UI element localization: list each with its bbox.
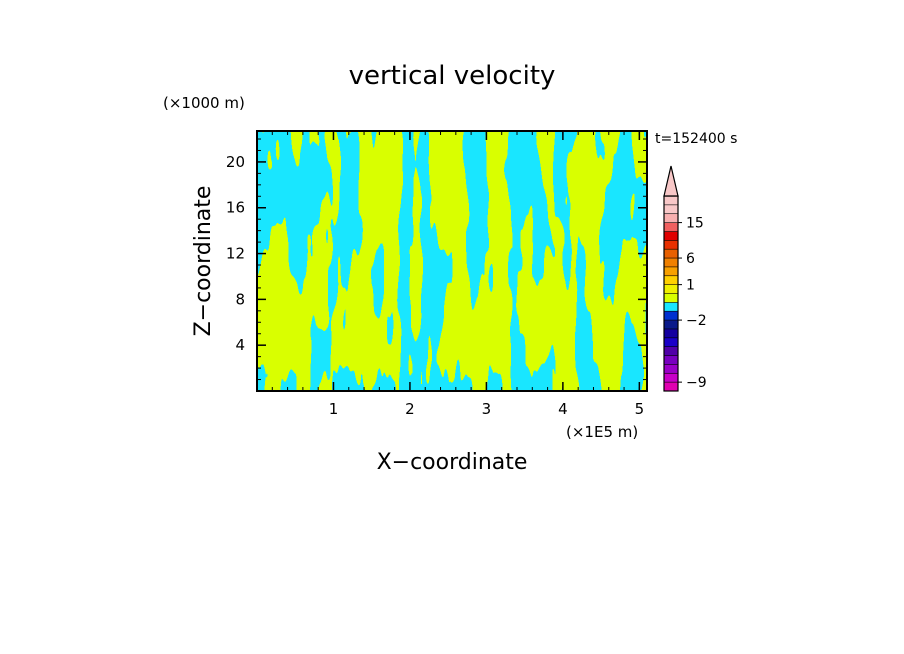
colorbar-extend-arrow <box>663 165 679 197</box>
y-axis-label: Z−coordinate <box>191 186 216 337</box>
x-tick-label: 1 <box>329 400 339 418</box>
colorbar-segment <box>664 355 678 365</box>
colorbar-segment <box>664 249 678 259</box>
colorbar-segment <box>664 258 678 268</box>
colorbar-segment <box>664 346 678 356</box>
colorbar-segment <box>664 311 678 321</box>
colorbar-segment <box>664 275 678 285</box>
y-tick-label: 8 <box>235 290 245 308</box>
chart-title: vertical velocity <box>349 61 556 91</box>
x-unit-label: (×1E5 m) <box>566 423 638 441</box>
y-tick-label: 12 <box>226 245 245 263</box>
plot-area <box>256 130 648 392</box>
x-tick-label: 2 <box>405 400 415 418</box>
colorbar-segment <box>664 337 678 347</box>
colorbar-tick-label: 6 <box>686 251 695 267</box>
colorbar-segment <box>664 284 678 294</box>
colorbar-segment <box>664 204 678 215</box>
x-axis-label: X−coordinate <box>377 450 528 475</box>
colorbar-tick-label: −9 <box>686 375 707 391</box>
colorbar-segment <box>664 382 678 392</box>
y-axis: 4 8 12 16 20 <box>226 138 647 381</box>
colorbar-segment <box>664 373 678 383</box>
y-tick-label: 20 <box>226 153 245 171</box>
colorbar-tick-label: 15 <box>686 216 704 232</box>
y-unit-label: (×1000 m) <box>163 94 245 112</box>
velocity-field-pattern <box>257 131 647 391</box>
colorbar: −9 −2 1 6 15 <box>663 165 707 392</box>
colorbar-segment <box>664 364 678 374</box>
colorbar-tick-label: 1 <box>686 278 695 294</box>
y-tick-label: 4 <box>235 336 245 354</box>
colorbar-segment <box>664 266 678 277</box>
colorbar-segment <box>664 222 678 232</box>
colorbar-segment <box>664 293 678 303</box>
time-label: t=152400 s <box>655 131 737 147</box>
plot-frame <box>256 130 648 392</box>
colorbar-segment <box>664 320 678 330</box>
colorbar-segment <box>664 231 678 241</box>
colorbar-segment <box>664 196 678 206</box>
x-tick-label: 5 <box>635 400 645 418</box>
x-axis: 1 2 3 4 5 <box>271 131 645 418</box>
colorbar-segment <box>664 240 678 250</box>
colorbar-tick-label: −2 <box>686 313 707 329</box>
x-tick-label: 4 <box>558 400 568 418</box>
colorbar-segment <box>664 213 678 223</box>
y-tick-label: 16 <box>226 199 245 217</box>
colorbar-segment <box>664 302 678 312</box>
colorbar-segment <box>664 328 678 339</box>
x-tick-label: 3 <box>482 400 492 418</box>
